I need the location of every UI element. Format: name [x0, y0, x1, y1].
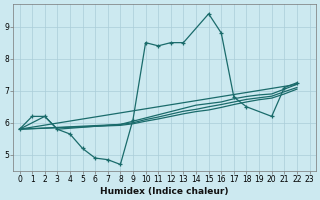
X-axis label: Humidex (Indice chaleur): Humidex (Indice chaleur) [100, 187, 229, 196]
